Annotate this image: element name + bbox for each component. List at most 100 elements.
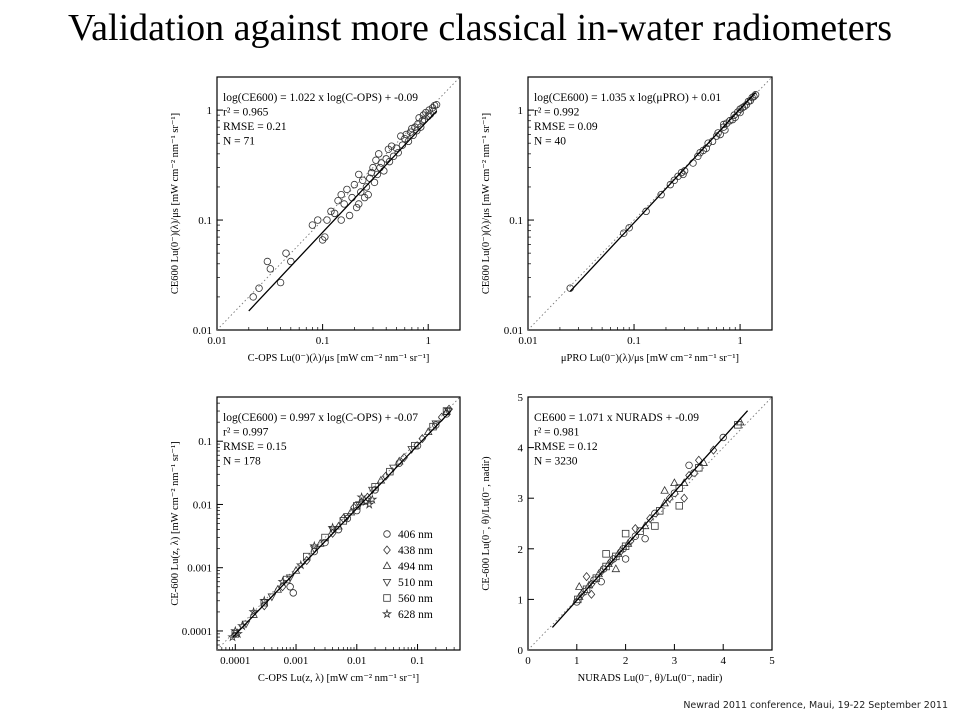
x-tick-label: 4: [720, 655, 726, 667]
data-point: [401, 134, 409, 143]
data-point: [278, 582, 287, 592]
data-point: [397, 132, 405, 140]
x-axis-label: μPRO Lu(0⁻)(λ)/μs [mW cm⁻² nm⁻¹ sr⁻¹]: [561, 353, 739, 364]
data-point: [750, 92, 758, 101]
x-tick-label: 1: [425, 335, 431, 347]
data-point: [392, 144, 401, 152]
data-point: [227, 631, 238, 642]
data-point: [339, 517, 348, 525]
data-point: [623, 538, 633, 547]
data-point: [387, 142, 396, 150]
legend-label: 510 nm: [398, 577, 433, 589]
stats-line: N = 71: [223, 136, 255, 148]
data-point: [367, 494, 378, 504]
data-point: [660, 498, 669, 507]
data-point: [354, 501, 364, 510]
stats-line: r² = 0.997: [223, 427, 269, 439]
data-point: [314, 216, 322, 224]
data-point: [626, 536, 635, 546]
data-point: [599, 565, 608, 573]
chart-p3: 0.0001 0.001 0.01 0.1 0.0001 0.001 0.01 0.1 log(…: [170, 396, 461, 684]
data-point: [287, 257, 295, 266]
regression-line: [569, 91, 757, 292]
y-tick-label: 1: [518, 594, 524, 606]
data-point: [680, 493, 688, 503]
legend-marker: [382, 561, 392, 570]
x-tick-label: 0: [525, 655, 531, 667]
one-to-one-line: [527, 396, 773, 651]
x-tick-label: 3: [672, 655, 678, 667]
data-point: [289, 589, 297, 597]
data-point: [590, 576, 598, 584]
data-point: [709, 445, 718, 455]
y-axis-label: CE-600 Lu(z, λ) [mW cm⁻² nm⁻¹ sr⁻¹]: [170, 441, 181, 605]
legend-marker: [381, 608, 393, 619]
x-tick-label: 1: [737, 335, 743, 347]
data-point: [370, 178, 379, 187]
data-point: [751, 91, 760, 99]
regression-line: [551, 410, 749, 628]
stats-line: RMSE = 0.12: [534, 441, 598, 453]
y-tick-label: 4: [518, 443, 524, 455]
data-point: [302, 555, 311, 566]
data-point: [260, 601, 269, 611]
data-point: [398, 141, 407, 149]
y-tick-label: 0.1: [198, 215, 212, 227]
data-point: [660, 485, 669, 494]
stats-line: r² = 0.992: [534, 107, 580, 119]
x-tick-label: 0.1: [627, 335, 641, 347]
data-point: [675, 502, 683, 510]
x-tick-label: 1: [574, 655, 580, 667]
data-point: [685, 461, 693, 470]
data-point: [625, 224, 633, 232]
data-point: [248, 606, 259, 617]
legend-marker: [383, 530, 391, 538]
data-point: [337, 191, 345, 199]
data-point: [611, 564, 621, 573]
stats-line: CE600 = 1.071 x NURADS + -0.09: [534, 412, 699, 424]
stats-line: r² = 0.965: [223, 107, 269, 119]
data-point: [418, 117, 427, 125]
y-tick-label: 0.001: [187, 563, 212, 575]
data-point: [308, 221, 317, 229]
data-point: [330, 209, 339, 218]
plot-frame: [527, 396, 773, 651]
data-point: [714, 129, 722, 137]
y-tick-label: 0.01: [193, 325, 212, 337]
data-point: [277, 576, 288, 586]
legend-label: 406 nm: [398, 529, 433, 541]
plot-frame: [527, 76, 773, 331]
x-tick-label: 5: [769, 655, 775, 667]
data-point: [375, 150, 383, 158]
data-point: [267, 593, 277, 602]
data-point: [587, 589, 596, 599]
legend-label: 494 nm: [398, 561, 433, 573]
data-point: [389, 152, 398, 161]
data-point: [665, 493, 674, 503]
data-point: [310, 547, 319, 556]
data-point: [276, 278, 285, 287]
data-point: [621, 555, 630, 563]
data-point: [587, 579, 596, 589]
data-point: [255, 284, 263, 292]
data-point: [309, 540, 320, 551]
stats-line: N = 40: [534, 136, 566, 148]
data-point: [670, 478, 679, 487]
data-point: [356, 491, 367, 502]
data-point: [675, 484, 683, 492]
data-point: [232, 628, 243, 639]
data-point: [704, 139, 712, 147]
data-point: [419, 111, 428, 119]
stats-line: N = 3230: [534, 456, 578, 468]
y-tick-label: 1: [518, 105, 524, 117]
plot-frame: [216, 76, 461, 331]
data-point: [337, 216, 345, 224]
data-point: [345, 211, 354, 220]
data-point: [249, 293, 257, 301]
data-point: [719, 120, 728, 129]
data-point: [259, 595, 270, 606]
data-point: [609, 555, 618, 563]
data-point: [355, 200, 363, 208]
data-point: [631, 523, 640, 534]
stats-line: log(CE600) = 1.035 x log(μPRO) + 0.01: [534, 92, 721, 104]
